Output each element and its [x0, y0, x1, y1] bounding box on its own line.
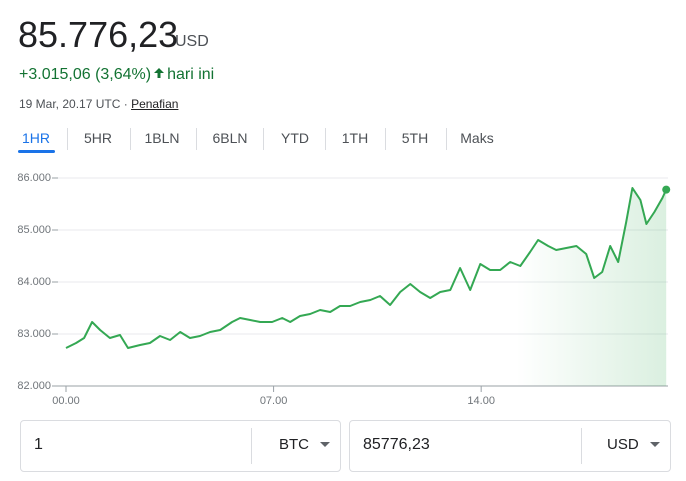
currency: USD	[175, 33, 209, 50]
x-tick-label: 07.00	[260, 395, 288, 405]
dropdown-arrow	[650, 442, 660, 447]
tab[interactable]: YTD	[281, 130, 309, 146]
price: 85.776,23	[18, 14, 179, 55]
tab[interactable]: 5HR	[83, 130, 113, 146]
area	[66, 188, 667, 386]
tab-separator	[67, 128, 68, 150]
tab-separator	[385, 128, 386, 150]
tab-separator	[446, 128, 447, 150]
y-tick-label: 86.000	[17, 172, 51, 184]
tab-indicator	[18, 150, 55, 153]
disclaimer-link[interactable]: Penafian	[131, 97, 179, 111]
chart: 82.000 83.000 84.000 85.000 86.000 00.00 07.00…	[17, 172, 671, 405]
divider	[251, 428, 252, 464]
y-tick-label: 82.000	[17, 380, 51, 392]
tab[interactable]: 5TH	[401, 130, 429, 146]
change: +3.015,06 (3,64%) hari ini	[19, 66, 214, 84]
change-value: +3.015,06 (3,64%)	[19, 66, 152, 83]
line	[65, 187, 668, 349]
dropdown-arrow	[320, 442, 330, 447]
tab[interactable]: 1TH	[341, 130, 369, 146]
tab[interactable]: 1BLN	[144, 130, 180, 146]
result-box[interactable]	[349, 420, 671, 472]
y-tick-label: 85.000	[17, 224, 51, 236]
tab[interactable]: 1HR	[21, 130, 51, 146]
timestamp-row: 19 Mar, 20.17 UTC · Penafian	[19, 97, 178, 111]
to-currency[interactable]: USD	[607, 436, 639, 453]
up-arrow	[154, 68, 165, 78]
y-tick-label: 83.000	[17, 328, 51, 340]
amount[interactable]: 1	[34, 436, 43, 453]
from-currency[interactable]: BTC	[279, 436, 309, 453]
divider	[581, 428, 582, 464]
period: hari ini	[167, 66, 215, 83]
last-point	[662, 185, 671, 194]
timestamp: 19 Mar, 20.17 UTC ·	[19, 97, 128, 111]
tab[interactable]: Maks	[460, 130, 494, 146]
x-tick-label: 00.00	[52, 395, 80, 405]
x-tick-label: 14.00	[467, 395, 495, 405]
amount-box[interactable]	[20, 420, 341, 472]
tab-separator	[196, 128, 197, 150]
tab-separator	[262, 128, 264, 150]
result[interactable]: 85776,23	[363, 436, 430, 453]
tab[interactable]: 6BLN	[212, 130, 248, 146]
tab-separator	[130, 128, 131, 150]
tab-separator	[325, 128, 326, 150]
y-tick-label: 84.000	[17, 276, 51, 288]
